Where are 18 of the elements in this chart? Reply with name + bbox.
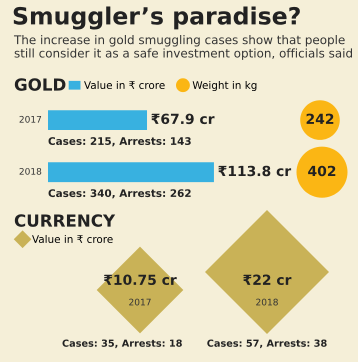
data-label: ₹22 cr	[243, 274, 292, 286]
text: Cases: 35, Arrests: 18	[62, 339, 182, 348]
legend-label: Value in ₹ crore	[32, 234, 113, 244]
data-label: ₹113.8 cr	[218, 166, 292, 176]
annotation: Cases: 215, Arrests: 143	[48, 137, 191, 146]
data-label: 402	[308, 166, 336, 176]
legend-label: Weight in kg	[192, 80, 256, 92]
annotation: Cases: 340, Arrests: 262	[48, 189, 191, 198]
data-label: ₹67.9 cr	[151, 114, 215, 124]
text: Cases: 57, Arrests: 38	[207, 339, 327, 348]
chart-title: Smuggler’s paradise?	[14, 6, 300, 30]
category-label: 2017	[129, 298, 151, 306]
category-label: 2018	[256, 298, 278, 306]
text: CURRENCY	[14, 214, 116, 227]
legend-title: GOLD	[14, 78, 66, 91]
data-label: 242	[306, 114, 334, 124]
legend-label: Value in ₹ crore	[84, 80, 165, 90]
chart-subtitle: The increase in gold smuggling cases show that people still consider it as a safe investment option, officials said	[14, 35, 352, 60]
